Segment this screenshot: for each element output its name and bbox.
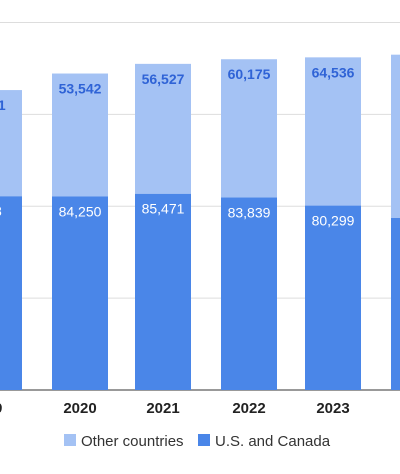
bar-other-countries-2024 xyxy=(391,54,400,218)
value-label-us-canada-2022: 83,839 xyxy=(228,204,271,220)
bars xyxy=(0,54,400,390)
value-label-other-countries-2022: 60,175 xyxy=(228,66,271,82)
value-label-us-canada-2020: 84,250 xyxy=(59,203,102,219)
legend-swatch-other-countries xyxy=(64,434,76,446)
legend-label-other-countries: Other countries xyxy=(81,433,184,450)
value-labels: 201 88 53,542 84,250 56,527 85,471 60,175 83,83… xyxy=(0,64,355,229)
bar-us-canada-2019 xyxy=(0,196,22,390)
value-label-us-canada-2019: 88 xyxy=(0,203,2,219)
value-label-us-canada-2023: 80,299 xyxy=(312,213,355,229)
bar-us-canada-2024 xyxy=(391,217,400,390)
bar-us-canada-2021 xyxy=(135,193,191,390)
x-tick-label-2021: 2021 xyxy=(146,400,179,417)
x-tick-label-2023: 2023 xyxy=(316,400,349,417)
legend-label-us-canada: U.S. and Canada xyxy=(215,433,331,450)
legend: Other countries U.S. and Canada xyxy=(64,433,331,450)
value-label-us-canada-2021: 85,471 xyxy=(142,201,185,217)
bar-other-countries-2022 xyxy=(221,59,277,198)
x-tick-label-2020: 2020 xyxy=(63,400,96,417)
bar-us-canada-2022 xyxy=(221,197,277,390)
x-tick-label-2022: 2022 xyxy=(232,400,265,417)
legend-swatch-us-canada xyxy=(198,434,210,446)
value-label-other-countries-2021: 56,527 xyxy=(142,71,185,87)
x-axis-ticks: 19 2020 2021 2022 2023 xyxy=(0,400,350,417)
bar-other-countries-2021 xyxy=(135,63,191,194)
value-label-other-countries-2020: 53,542 xyxy=(59,81,102,97)
value-label-other-countries-2023: 64,536 xyxy=(312,64,355,80)
bar-other-countries-2019 xyxy=(0,90,22,197)
bar-us-canada-2023 xyxy=(305,205,361,390)
bar-other-countries-2020 xyxy=(52,73,108,197)
x-tick-label-2019: 19 xyxy=(0,400,2,417)
bar-other-countries-2023 xyxy=(305,57,361,206)
value-label-other-countries-2019: 201 xyxy=(0,97,6,113)
bar-us-canada-2020 xyxy=(52,196,108,390)
